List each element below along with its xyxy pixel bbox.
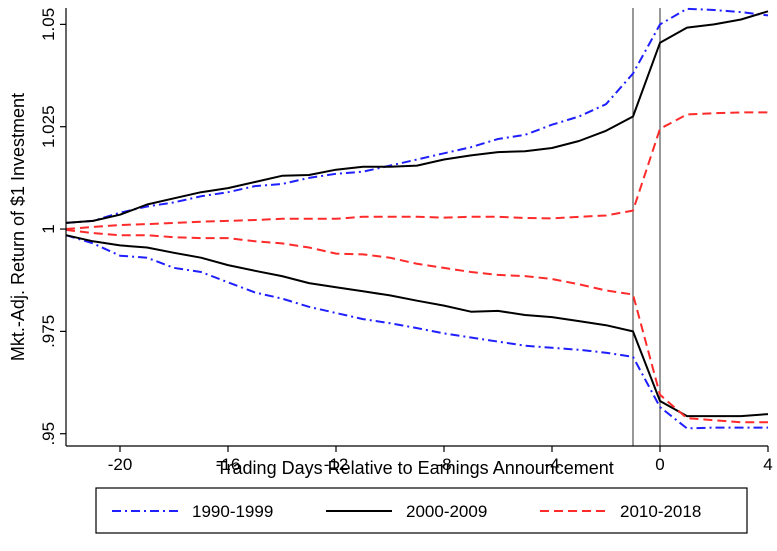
x-tick-label: -8 — [436, 455, 451, 474]
plot-lines — [65, 7, 769, 446]
y-axis-title: Mkt.-Adj. Return of $1 Investment — [8, 93, 28, 361]
y-axis: .95 .975 1 1.025 1.05 — [39, 8, 67, 446]
y-tick-label: 1.05 — [39, 8, 58, 41]
y-tick-label: 1.025 — [39, 105, 58, 148]
x-tick-label: -20 — [108, 455, 133, 474]
legend-box — [95, 487, 748, 534]
series-line-2000-2009-down — [65, 234, 769, 418]
x-tick-label: -16 — [216, 455, 241, 474]
legend-label-2010-2018: 2010-2018 — [620, 502, 701, 521]
series-line-2010-2018-up — [65, 111, 768, 230]
y-tick-label: 1 — [39, 224, 58, 233]
x-axis: -20 -16 -12 -8 -4 0 4 — [66, 445, 773, 474]
legend: 1990-1999 2000-2009 2010-2018 — [95, 487, 748, 534]
series-line-2010-2018-down — [65, 228, 768, 424]
legend-label-2000-2009: 2000-2009 — [406, 502, 487, 521]
x-tick-label: 4 — [763, 455, 772, 474]
x-tick-label: 0 — [655, 455, 664, 474]
x-tick-label: -4 — [544, 455, 559, 474]
series-line-2000-2009-up — [65, 10, 769, 224]
y-tick-label: .975 — [39, 315, 58, 348]
y-tick-label: .95 — [39, 422, 58, 446]
x-axis-title: Trading Days Relative to Earnings Announ… — [216, 458, 614, 478]
legend-label-1990-1999: 1990-1999 — [192, 502, 273, 521]
series-line-1990-1999-down — [65, 234, 768, 430]
series-line-1990-1999-up — [65, 7, 769, 224]
x-tick-label: -12 — [324, 455, 349, 474]
